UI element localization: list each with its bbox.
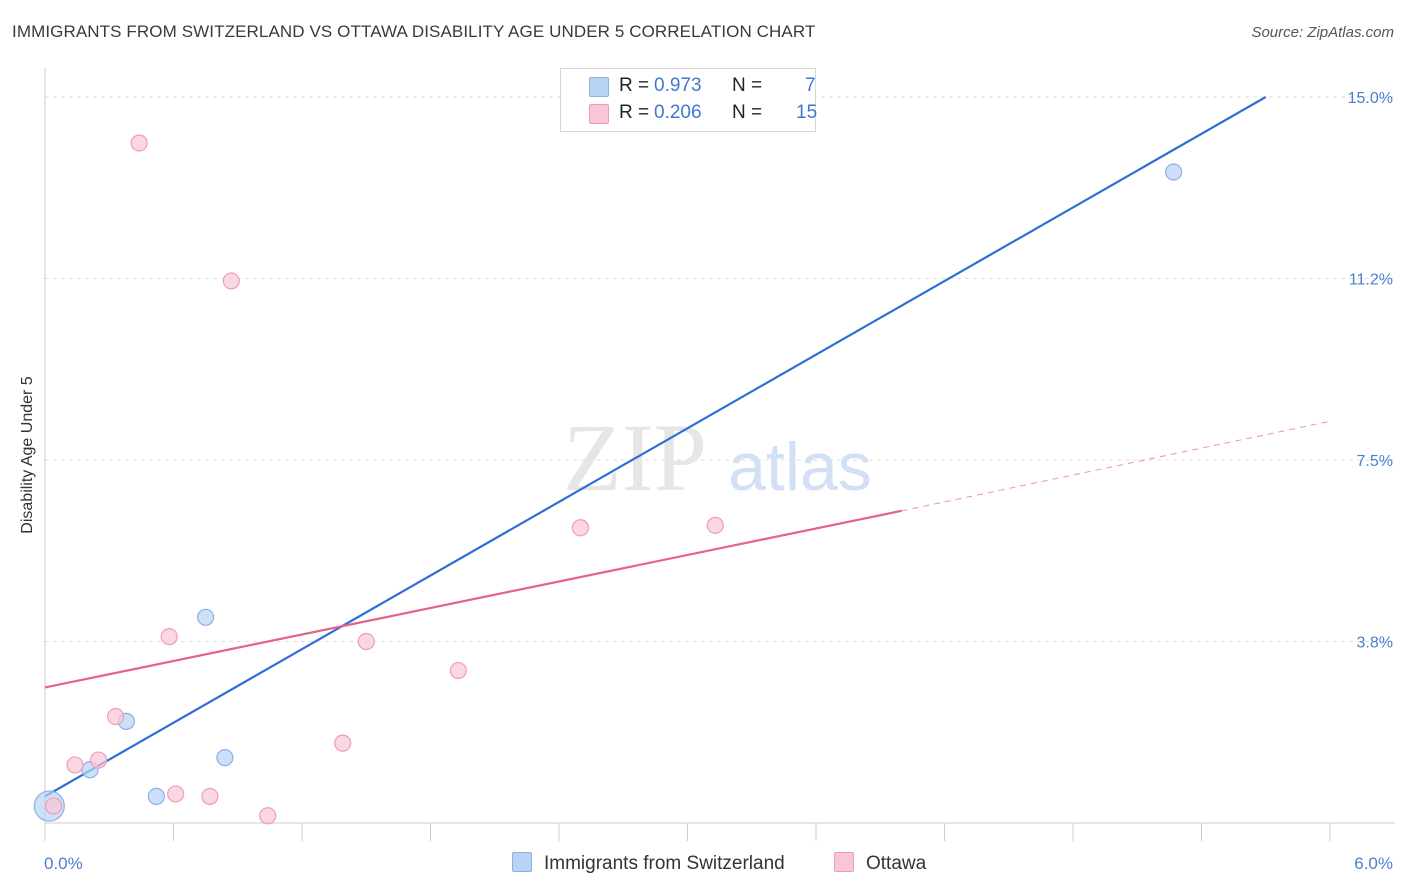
trend-line-blue <box>44 96 1267 798</box>
watermark: ZIP atlas <box>563 404 872 511</box>
trend-lines <box>44 96 1331 798</box>
legend-n-value: 15 <box>796 102 818 123</box>
data-point-pink <box>334 734 352 752</box>
data-point-pink <box>160 628 178 646</box>
y-tick-label: 7.5% <box>1357 453 1393 470</box>
data-point-pink <box>167 785 185 803</box>
data-point-pink <box>66 756 84 774</box>
x-tick-label: 6.0% <box>1354 854 1393 873</box>
y-tick-label: 15.0% <box>1348 90 1393 107</box>
data-point-pink <box>130 134 148 152</box>
legend-r-value: 0.206 <box>654 102 702 123</box>
bottom-legend-label: Immigrants from Switzerland <box>544 853 785 874</box>
data-point-blue <box>1165 163 1183 181</box>
data-point-pink <box>201 787 219 805</box>
legend-swatch-blue <box>589 77 609 97</box>
bottom-legend-switzerland: Immigrants from Switzerland <box>512 852 785 875</box>
y-tick-label: 11.2% <box>1349 272 1393 289</box>
source-label: Source: ZipAtlas.com <box>1251 24 1394 41</box>
legend: R = 0.973 N = 7 R = 0.206 N = 15 <box>560 68 818 132</box>
chart-title: IMMIGRANTS FROM SWITZERLAND VS OTTAWA DI… <box>12 22 816 41</box>
legend-swatch-pink <box>589 104 609 124</box>
trend-line-pink <box>44 509 902 689</box>
x-tick-label: 0.0% <box>44 854 83 873</box>
data-point-blue <box>147 787 165 805</box>
data-point-pink <box>89 751 108 769</box>
data-point-pink <box>222 272 240 290</box>
legend-r-value: 0.973 <box>654 75 702 96</box>
legend-r-label: R = <box>619 102 650 123</box>
data-point-pink <box>706 516 724 534</box>
data-point-blue <box>197 608 215 626</box>
data-point-pink <box>107 707 125 726</box>
gridlines <box>45 96 1395 642</box>
data-point-pink <box>571 519 590 537</box>
data-point-pink <box>449 661 467 680</box>
legend-n-label: N = <box>732 102 763 123</box>
data-point-blue <box>216 749 234 767</box>
legend-n-label: N = <box>732 75 763 96</box>
trend-line-extension-pink <box>901 420 1331 512</box>
watermark-atlas: atlas <box>728 429 872 505</box>
data-point-pink <box>357 632 375 651</box>
bottom-legend-swatch-pink <box>834 852 854 872</box>
legend-r-label: R = <box>619 75 650 96</box>
tick-labels: 3.8% 7.5% 11.2% 15.0% 0.0% 6.0% <box>44 90 1393 873</box>
data-points <box>33 134 1183 825</box>
data-point-pink <box>44 797 63 815</box>
data-point-pink <box>259 807 277 825</box>
axes <box>44 68 1395 841</box>
bottom-legend-swatch-blue <box>512 852 532 872</box>
legend-n-value: 7 <box>805 75 816 96</box>
bottom-legend-label: Ottawa <box>866 853 927 874</box>
bottom-legend-ottawa: Ottawa <box>834 852 926 875</box>
y-tick-label: 3.8% <box>1357 635 1393 652</box>
